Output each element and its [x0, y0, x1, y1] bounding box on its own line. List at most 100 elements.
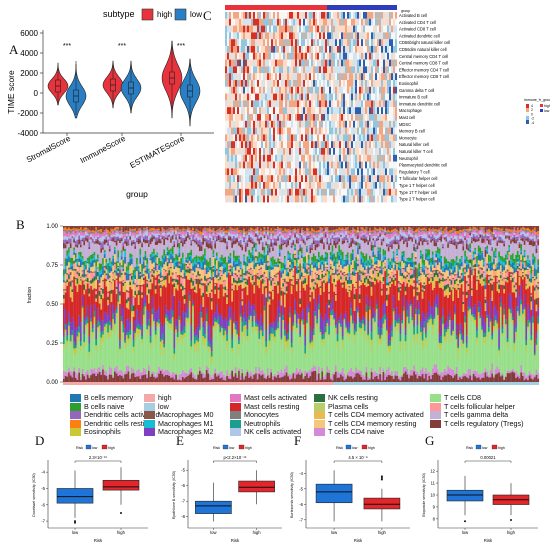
heatmap-cell [319, 100, 322, 108]
heatmap-cell [325, 39, 328, 46]
stacked-segment [168, 270, 171, 276]
heatmap-cell [383, 134, 386, 142]
heatmap-cell [239, 39, 242, 46]
stacked-segment [107, 273, 109, 280]
stacked-segment [78, 284, 81, 316]
stacked-segment [224, 280, 227, 281]
stacked-segment [175, 326, 177, 330]
heatmap-cell [249, 114, 252, 121]
stacked-segment [69, 228, 72, 231]
heatmap-cell [271, 107, 274, 114]
stacked-segment [180, 336, 183, 342]
stacked-segment [188, 230, 191, 236]
heatmap-cell [279, 59, 282, 67]
heatmap-cell [327, 66, 330, 74]
stacked-segment [195, 350, 198, 378]
heatmap-cell [355, 182, 358, 189]
stacked-segment [93, 373, 96, 383]
heatmap-cell [379, 161, 382, 169]
stacked-segment [180, 264, 183, 267]
stacked-segment [85, 237, 87, 241]
stacked-segment [227, 325, 230, 329]
stacked-segment [158, 276, 160, 280]
stacked-segment [209, 270, 211, 278]
stacked-segment [64, 308, 67, 324]
heatmap-cell [265, 86, 268, 94]
heatmap-cell [229, 32, 232, 40]
heatmap-cell [395, 86, 398, 94]
heatmap-cell [243, 66, 246, 74]
stacked-segment [217, 272, 220, 277]
heatmap-cell [347, 52, 350, 60]
stacked-segment [151, 283, 154, 297]
heatmap-cell [395, 18, 398, 26]
heatmap-cell [243, 134, 246, 142]
stacked-segment [71, 234, 74, 236]
stacked-segment [161, 229, 164, 234]
heatmap-cell [331, 188, 334, 196]
stacked-segment [221, 232, 223, 235]
stacked-segment [207, 231, 210, 234]
heatmap-cell [307, 100, 310, 108]
stacked-segment [168, 235, 171, 237]
stacked-segment [141, 284, 143, 287]
heatmap-row-label: Plasmacytoid dendritic cell [399, 163, 447, 168]
heatmap-cell [237, 93, 240, 101]
heatmap-cell [301, 114, 304, 121]
heatmap-cell [385, 59, 388, 67]
stacked-segment [221, 226, 223, 231]
stacked-segment [200, 280, 203, 284]
heatmap-group-low-bar [327, 5, 397, 10]
heatmap-cell [271, 86, 274, 94]
heatmap-cell [289, 168, 292, 176]
heatmap-cell [387, 52, 390, 60]
stacked-segment [112, 231, 115, 236]
stacked-segment [182, 278, 184, 286]
heatmap-cell [303, 175, 306, 182]
stacked-segment [131, 315, 133, 320]
stacked-segment [219, 240, 222, 242]
heatmap-cell [225, 52, 228, 60]
heatmap-cell [301, 127, 304, 135]
heatmap-cell [269, 80, 272, 87]
heatmap-cell [239, 59, 242, 67]
heatmap-cell [379, 182, 382, 189]
heatmap-cell [323, 120, 326, 128]
stacked-segment [119, 350, 121, 355]
heatmap-cell [373, 120, 376, 128]
heatmap-cell [271, 46, 274, 53]
heatmap-cell [365, 73, 368, 80]
stacked-segment [178, 226, 181, 230]
stacked-segment [209, 248, 211, 258]
stacked-segment [142, 318, 145, 326]
stacked-segment [163, 268, 166, 270]
heatmap-cell [289, 175, 292, 182]
heatmap-cell [301, 25, 304, 33]
stacked-segment [159, 233, 162, 237]
heatmap-cell [285, 12, 288, 19]
stacked-segment [214, 243, 217, 249]
stacked-segment [105, 258, 108, 263]
stacked-segment [224, 280, 227, 287]
stacked-segment [190, 372, 193, 383]
heatmap-cell [247, 12, 250, 19]
heatmap-cell [311, 168, 314, 176]
heatmap-cell [355, 18, 358, 26]
stacked-segment [192, 227, 194, 230]
heatmap-cell [391, 114, 394, 121]
heatmap-cell [267, 86, 270, 94]
stacked-segment [207, 279, 210, 284]
heatmap-cell [339, 93, 342, 101]
heatmap-cell [361, 141, 364, 148]
heatmap-cell [387, 154, 390, 162]
stacked-segment [217, 231, 220, 234]
stacked-segment [114, 326, 116, 335]
stacked-segment [73, 242, 75, 248]
heatmap-cell [261, 154, 264, 162]
heatmap-cell [335, 52, 338, 60]
heatmap-cell [327, 175, 330, 182]
heatmap-cell [393, 25, 396, 33]
stacked-segment [115, 232, 118, 237]
heatmap-cell [225, 175, 228, 182]
stacked-segment [88, 273, 91, 282]
